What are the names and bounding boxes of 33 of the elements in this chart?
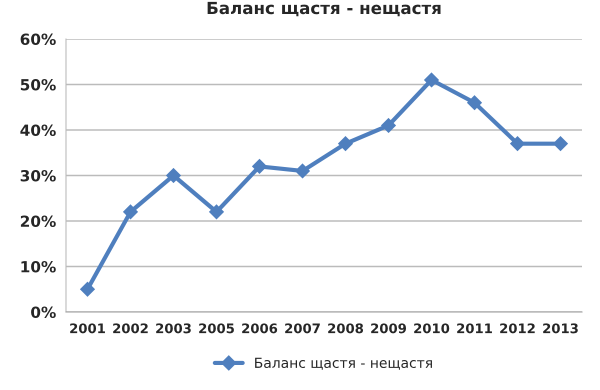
y-tick-label: 60%	[20, 33, 56, 46]
point	[510, 136, 525, 152]
y-tick-label: 40%	[20, 124, 56, 136]
point	[381, 118, 396, 133]
point	[467, 95, 482, 110]
y-tick-label: 30%	[20, 170, 56, 182]
point	[166, 168, 181, 183]
point	[295, 164, 310, 178]
x-tick-label: 2002	[113, 323, 148, 334]
x-tick-label: 2006	[242, 323, 278, 334]
y-tick-label: 20%	[20, 215, 56, 228]
x-tick-label: 2007	[285, 323, 320, 334]
x-tick-label: 2001	[70, 323, 105, 334]
point	[338, 136, 353, 152]
x-tick-label: 2008	[328, 323, 364, 334]
legend-label: Баланс щастя - нещастя	[255, 358, 432, 370]
y-tick-label: 50%	[20, 78, 56, 91]
y-tick-label: 0%	[31, 306, 56, 318]
y-tick-label: 10%	[21, 260, 56, 273]
point	[252, 159, 267, 174]
x-tick-label: 2005	[199, 323, 234, 334]
x-tick-label: 2012	[500, 323, 535, 334]
point	[123, 204, 138, 220]
chart-title: Баланс щастя - нещастя	[208, 2, 441, 16]
x-tick-label: 2003	[156, 323, 191, 334]
point	[209, 204, 224, 220]
point	[80, 282, 95, 297]
x-tick-label: 2009	[371, 323, 406, 334]
point	[424, 72, 439, 88]
point	[553, 136, 568, 152]
x-tick-label: 2010	[414, 323, 450, 334]
x-tick-label: 2013	[543, 323, 578, 334]
x-tick-label: 2011	[457, 323, 492, 334]
